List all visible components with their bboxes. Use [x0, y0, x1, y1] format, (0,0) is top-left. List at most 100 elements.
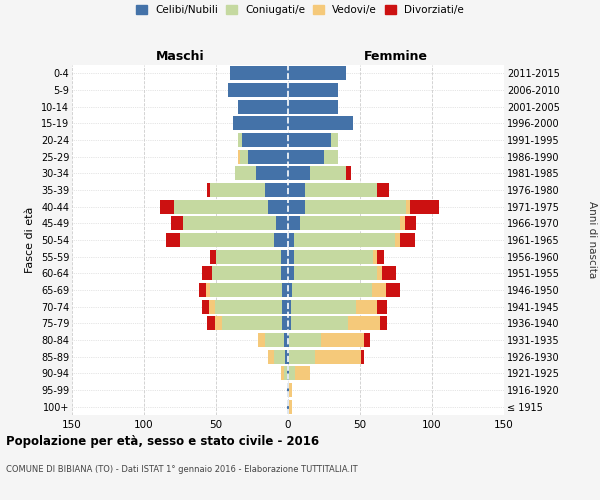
- Bar: [291, 316, 349, 330]
- Bar: [299, 216, 400, 230]
- Bar: [209, 300, 215, 314]
- Bar: [316, 350, 361, 364]
- Bar: [288, 283, 292, 297]
- Bar: [210, 250, 216, 264]
- Bar: [202, 266, 212, 280]
- Bar: [289, 333, 321, 347]
- Text: Anni di nascita: Anni di nascita: [587, 202, 597, 278]
- Bar: [227, 83, 288, 97]
- Bar: [281, 266, 288, 280]
- Bar: [373, 250, 377, 264]
- Bar: [288, 216, 299, 230]
- Bar: [172, 216, 183, 230]
- Bar: [281, 366, 284, 380]
- Bar: [291, 300, 356, 314]
- Bar: [233, 116, 288, 130]
- Bar: [241, 150, 248, 164]
- Bar: [210, 183, 265, 197]
- Bar: [288, 183, 305, 197]
- Bar: [310, 166, 346, 180]
- Bar: [288, 100, 338, 114]
- Text: Popolazione per età, sesso e stato civile - 2016: Popolazione per età, sesso e stato civil…: [6, 435, 319, 448]
- Bar: [180, 233, 274, 247]
- Bar: [222, 316, 282, 330]
- Bar: [349, 316, 380, 330]
- Y-axis label: Fasce di età: Fasce di età: [25, 207, 35, 273]
- Bar: [215, 316, 222, 330]
- Bar: [288, 166, 310, 180]
- Bar: [288, 266, 294, 280]
- Bar: [377, 266, 382, 280]
- Bar: [404, 216, 416, 230]
- Bar: [377, 250, 385, 264]
- Bar: [202, 300, 209, 314]
- Bar: [395, 233, 400, 247]
- Bar: [281, 250, 288, 264]
- Text: Maschi: Maschi: [155, 50, 205, 62]
- Bar: [288, 233, 294, 247]
- Bar: [235, 166, 256, 180]
- Bar: [382, 266, 396, 280]
- Bar: [331, 133, 338, 147]
- Bar: [380, 316, 388, 330]
- Bar: [377, 300, 388, 314]
- Bar: [277, 216, 288, 230]
- Bar: [274, 350, 285, 364]
- Text: COMUNE DI BIBIANA (TO) - Dati ISTAT 1° gennaio 2016 - Elaborazione TUTTITALIA.IT: COMUNE DI BIBIANA (TO) - Dati ISTAT 1° g…: [6, 465, 358, 474]
- Bar: [287, 366, 288, 380]
- Bar: [274, 233, 288, 247]
- Bar: [268, 350, 274, 364]
- Bar: [258, 333, 265, 347]
- Bar: [284, 333, 288, 347]
- Bar: [361, 350, 364, 364]
- Bar: [305, 183, 377, 197]
- Bar: [238, 100, 288, 114]
- Bar: [288, 250, 294, 264]
- Bar: [238, 133, 242, 147]
- Bar: [289, 383, 292, 397]
- Bar: [324, 150, 338, 164]
- Bar: [265, 183, 288, 197]
- Bar: [371, 283, 386, 297]
- Bar: [284, 366, 287, 380]
- Bar: [174, 200, 268, 214]
- Bar: [285, 350, 288, 364]
- Bar: [346, 166, 352, 180]
- Bar: [356, 300, 377, 314]
- Bar: [288, 383, 289, 397]
- Bar: [208, 183, 210, 197]
- Bar: [294, 250, 373, 264]
- Bar: [287, 383, 288, 397]
- Bar: [288, 300, 291, 314]
- Legend: Celibi/Nubili, Coniugati/e, Vedovi/e, Divorziati/e: Celibi/Nubili, Coniugati/e, Vedovi/e, Di…: [136, 5, 464, 15]
- Bar: [288, 316, 291, 330]
- Bar: [410, 200, 439, 214]
- Bar: [289, 366, 295, 380]
- Bar: [288, 83, 338, 97]
- Bar: [242, 133, 288, 147]
- Bar: [288, 200, 305, 214]
- Bar: [183, 216, 277, 230]
- Bar: [400, 216, 404, 230]
- Bar: [292, 283, 371, 297]
- Bar: [166, 233, 180, 247]
- Bar: [294, 266, 377, 280]
- Bar: [160, 200, 174, 214]
- Bar: [212, 266, 281, 280]
- Text: Femmine: Femmine: [364, 50, 428, 62]
- Bar: [268, 200, 288, 214]
- Bar: [282, 283, 288, 297]
- Bar: [282, 316, 288, 330]
- Bar: [288, 350, 289, 364]
- Bar: [321, 333, 364, 347]
- Bar: [288, 333, 289, 347]
- Bar: [216, 250, 281, 264]
- Bar: [208, 316, 215, 330]
- Bar: [400, 233, 415, 247]
- Bar: [248, 150, 288, 164]
- Bar: [305, 200, 406, 214]
- Bar: [282, 300, 288, 314]
- Bar: [289, 350, 316, 364]
- Bar: [215, 300, 282, 314]
- Bar: [230, 66, 288, 80]
